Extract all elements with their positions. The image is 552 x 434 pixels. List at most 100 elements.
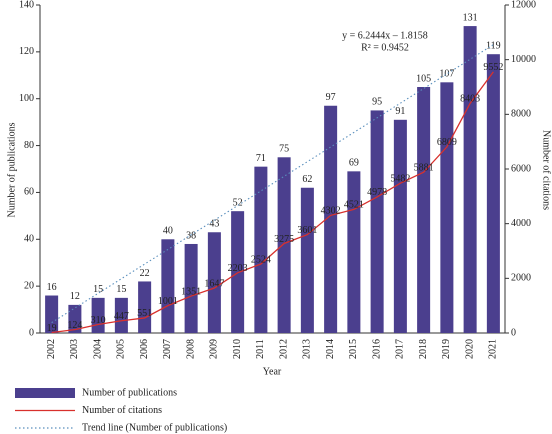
x-axis-title: Year — [263, 366, 282, 377]
citation-label: 5881 — [414, 163, 434, 174]
y-tick-label: 100 — [19, 93, 34, 104]
citation-label: 310 — [91, 315, 106, 326]
bar-label: 105 — [416, 73, 431, 84]
citation-label: 1351 — [181, 286, 201, 297]
citation-label: 2203 — [228, 263, 248, 274]
trend-line — [51, 44, 494, 324]
bar-label: 15 — [93, 284, 103, 295]
y-tick-label: 60 — [24, 187, 34, 198]
x-tick-label: 2020 — [464, 339, 475, 359]
x-tick-label: 2017 — [395, 339, 406, 359]
x-tick-label: 2015 — [348, 339, 359, 359]
bar-label: 15 — [116, 284, 126, 295]
citation-label: 4302 — [321, 206, 341, 217]
bar — [440, 82, 454, 333]
x-tick-label: 2008 — [185, 339, 196, 359]
legend-label: Number of publications — [82, 387, 177, 398]
y-tick-label: 140 — [19, 0, 34, 10]
bar-label: 16 — [47, 282, 57, 293]
y2-tick-label: 12000 — [511, 0, 536, 10]
citation-label: 124 — [67, 320, 82, 331]
x-tick-label: 2012 — [278, 339, 289, 359]
bar — [277, 157, 291, 333]
x-tick-label: 2018 — [418, 339, 429, 359]
y2-tick-label: 0 — [511, 327, 516, 338]
citation-label: 3601 — [297, 225, 317, 236]
x-tick-label: 2019 — [441, 339, 452, 359]
bar — [324, 105, 338, 333]
citation-label: 1001 — [158, 296, 178, 307]
citation-label: 3275 — [274, 234, 294, 245]
y-tick-label: 120 — [19, 46, 34, 57]
bar-label: 95 — [372, 97, 382, 108]
bar — [231, 211, 245, 333]
x-tick-label: 2005 — [116, 339, 127, 359]
y2-tick-label: 4000 — [511, 218, 531, 229]
x-tick-label: 2003 — [69, 339, 80, 359]
citation-label: 1647 — [204, 278, 224, 289]
y-tick-label: 40 — [24, 234, 34, 245]
bar — [45, 295, 59, 333]
bar — [207, 232, 221, 333]
bar — [184, 243, 198, 333]
bar — [161, 239, 175, 333]
y-tick-label: 0 — [29, 327, 34, 338]
x-tick-label: 2009 — [209, 339, 220, 359]
bar-label: 71 — [256, 153, 266, 164]
citation-line — [51, 71, 494, 334]
bar-label: 69 — [349, 158, 359, 169]
bar-label: 75 — [279, 144, 289, 155]
bar — [138, 281, 152, 333]
citation-label: 9552 — [483, 62, 503, 73]
x-tick-label: 2002 — [46, 339, 57, 359]
bar-label: 97 — [326, 92, 336, 103]
x-tick-label: 2014 — [325, 339, 336, 359]
y2-tick-label: 6000 — [511, 163, 531, 174]
legend-label: Number of citations — [82, 405, 162, 416]
bar — [393, 119, 407, 333]
x-tick-label: 2007 — [162, 339, 173, 359]
citation-label: 4521 — [344, 200, 364, 211]
citation-label: 5482 — [390, 173, 410, 184]
y2-axis-title: Number of citations — [541, 130, 552, 210]
citation-label: 551 — [137, 308, 152, 319]
bar — [300, 187, 314, 333]
x-tick-label: 2010 — [232, 339, 243, 359]
x-tick-label: 2004 — [92, 339, 103, 359]
y-tick-label: 20 — [24, 280, 34, 291]
bar-label: 43 — [209, 219, 219, 230]
bar-label: 52 — [233, 197, 243, 208]
bar — [68, 304, 82, 333]
y-tick-label: 80 — [24, 140, 34, 151]
bar-label: 131 — [463, 12, 478, 23]
x-tick-label: 2013 — [302, 339, 313, 359]
citation-label: 4978 — [367, 187, 387, 198]
x-tick-label: 2011 — [255, 339, 266, 359]
citation-label: 19 — [47, 323, 57, 334]
bar — [417, 87, 431, 333]
bar — [463, 26, 477, 333]
x-tick-label: 2006 — [139, 339, 150, 359]
citation-label: 2524 — [251, 254, 271, 265]
bar — [347, 171, 361, 333]
bar-label: 40 — [163, 226, 173, 237]
equation: y = 6.2444x – 1.8158 — [342, 30, 428, 41]
citation-label: 6809 — [437, 137, 457, 148]
r-squared: R² = 0.9452 — [361, 42, 409, 53]
citation-label: 8403 — [460, 94, 480, 105]
y2-tick-label: 10000 — [511, 54, 536, 65]
bar — [254, 166, 268, 333]
citation-label: 447 — [114, 311, 129, 322]
legend-label: Trend line (Number of publications) — [82, 422, 227, 433]
y2-tick-label: 2000 — [511, 273, 531, 284]
x-tick-label: 2021 — [488, 339, 499, 359]
bar-label: 12 — [70, 291, 80, 302]
bar — [486, 54, 500, 333]
bar-label: 107 — [439, 69, 454, 80]
y-axis-title: Number of publications — [6, 122, 17, 217]
bar-label: 62 — [302, 174, 312, 185]
legend-swatch — [15, 388, 75, 398]
bar-label: 119 — [486, 40, 501, 51]
bar — [114, 297, 128, 333]
